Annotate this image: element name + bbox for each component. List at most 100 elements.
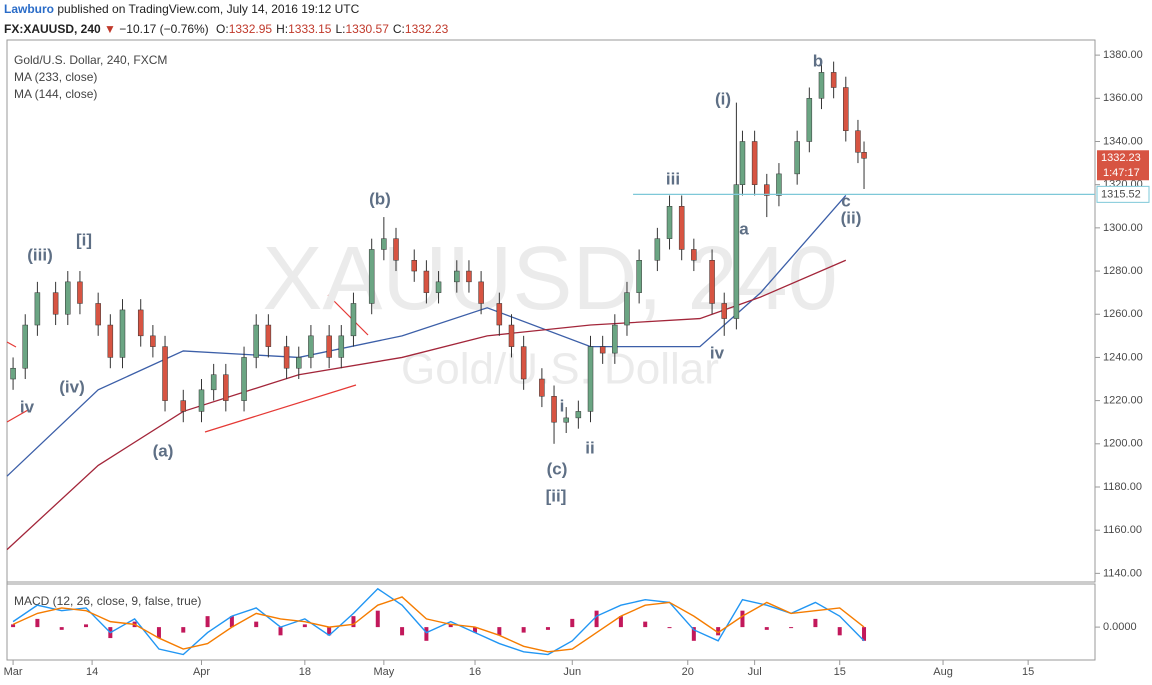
candle-body — [520, 346, 527, 380]
candle-body — [806, 98, 813, 142]
trend-line — [327, 294, 369, 336]
candle-body — [654, 238, 661, 261]
y-tick-label: 1140.00 — [1103, 567, 1142, 579]
macd-hist — [545, 627, 550, 630]
macd-hist — [327, 627, 332, 636]
candle-body — [338, 335, 345, 358]
macd-hist — [448, 624, 453, 628]
candle-body — [721, 303, 727, 319]
wave-label: c — [841, 191, 850, 210]
candle-body — [22, 324, 28, 369]
wave-label: ii — [585, 438, 594, 457]
y-tick-label: 1160.00 — [1103, 524, 1142, 536]
macd-hist — [254, 621, 259, 628]
candle-body — [52, 292, 59, 315]
x-tick-label: Apr — [193, 666, 210, 678]
macd-hist — [521, 627, 526, 633]
candle-body — [265, 324, 272, 347]
moving-average — [6, 195, 847, 477]
candle-body — [423, 270, 430, 293]
candle-body — [563, 417, 569, 423]
candle-body — [733, 184, 740, 319]
candle-body — [551, 396, 557, 423]
candle-body — [241, 357, 247, 401]
x-tick-label: 18 — [299, 666, 311, 678]
candle-body — [411, 260, 417, 272]
macd-hist — [229, 616, 234, 628]
candle-body — [210, 374, 217, 391]
watermark-sub: Gold/U.S. Dollar — [401, 345, 719, 394]
wave-label: (iv) — [59, 377, 85, 396]
candle-body — [162, 346, 168, 401]
candle-body — [776, 173, 782, 196]
published: published on TradingView.com, July 14, 2… — [57, 2, 360, 16]
macd-hist — [400, 627, 405, 636]
candle-body — [308, 335, 314, 358]
candle-body — [739, 141, 746, 185]
legend-entry: MA (233, close) — [14, 70, 97, 84]
x-tick-label: Jun — [563, 666, 581, 678]
candle-body — [587, 346, 594, 412]
ohlc-label: H: — [276, 22, 289, 36]
wave-label: (b) — [369, 189, 391, 208]
macd-hist — [618, 616, 623, 628]
candle-body — [296, 357, 302, 369]
macd-hist — [84, 624, 89, 628]
wave-label: (c) — [547, 459, 568, 478]
macd-hist — [667, 627, 672, 629]
candle-body — [764, 184, 770, 196]
candle-body — [454, 270, 460, 283]
macd-hist — [764, 627, 769, 630]
macd-hist — [302, 624, 307, 628]
candle-body — [691, 249, 697, 261]
macd-hist — [594, 610, 599, 628]
x-tick-label: May — [373, 666, 394, 678]
x-tick-label: 16 — [469, 666, 481, 678]
ohlc-value: 1333.15 — [288, 22, 332, 36]
candle-body — [223, 374, 229, 401]
wave-label: (ii) — [841, 208, 862, 227]
macd-tick-label: 0.0000 — [1103, 621, 1137, 633]
macd-hist — [862, 627, 867, 641]
ohlc-label: O: — [216, 22, 229, 36]
candle-body — [636, 260, 642, 293]
wave-label: (iii) — [27, 245, 53, 264]
trend-line — [204, 384, 357, 433]
candle-body — [65, 281, 71, 315]
last-price: 1332.23 — [1101, 152, 1141, 164]
macd-hist — [35, 618, 40, 628]
candle-body — [107, 324, 114, 358]
x-tick-label: 20 — [682, 666, 694, 678]
author: Lawburo — [4, 2, 54, 16]
wave-label: iii — [666, 169, 680, 188]
ohlc-label: C: — [392, 22, 405, 36]
candle-body — [283, 346, 290, 369]
candle-body — [381, 238, 387, 250]
wave-label: [ii] — [546, 486, 567, 505]
frame — [6, 39, 1096, 661]
candle-body — [77, 281, 83, 304]
ohlc-value: 1330.57 — [345, 22, 389, 36]
candle-body — [180, 400, 187, 412]
macd-hist — [156, 627, 161, 639]
macd-hist — [59, 627, 64, 630]
candle-body — [150, 335, 156, 347]
candle-body — [843, 87, 849, 131]
change: −10.17 (−0.76%) — [119, 22, 209, 36]
quote-line: FX:XAUUSD, 240 ▼ −10.17 (−0.76%) O:1332.… — [4, 22, 449, 36]
candle-body — [119, 309, 126, 358]
y-tick-label: 1280.00 — [1103, 265, 1143, 277]
macd-hist — [181, 627, 186, 633]
macd-hist — [691, 627, 696, 641]
y-tick-label: 1260.00 — [1103, 308, 1143, 320]
macd-hist — [570, 618, 575, 628]
y-tick-label: 1360.00 — [1103, 92, 1143, 104]
macd-hist — [497, 627, 502, 636]
candle-body — [368, 249, 375, 304]
candle-body — [539, 378, 545, 397]
candle-body — [751, 141, 758, 185]
macd-hist — [375, 610, 380, 628]
y-tick-label: 1180.00 — [1103, 481, 1142, 493]
candle-body — [575, 411, 582, 419]
